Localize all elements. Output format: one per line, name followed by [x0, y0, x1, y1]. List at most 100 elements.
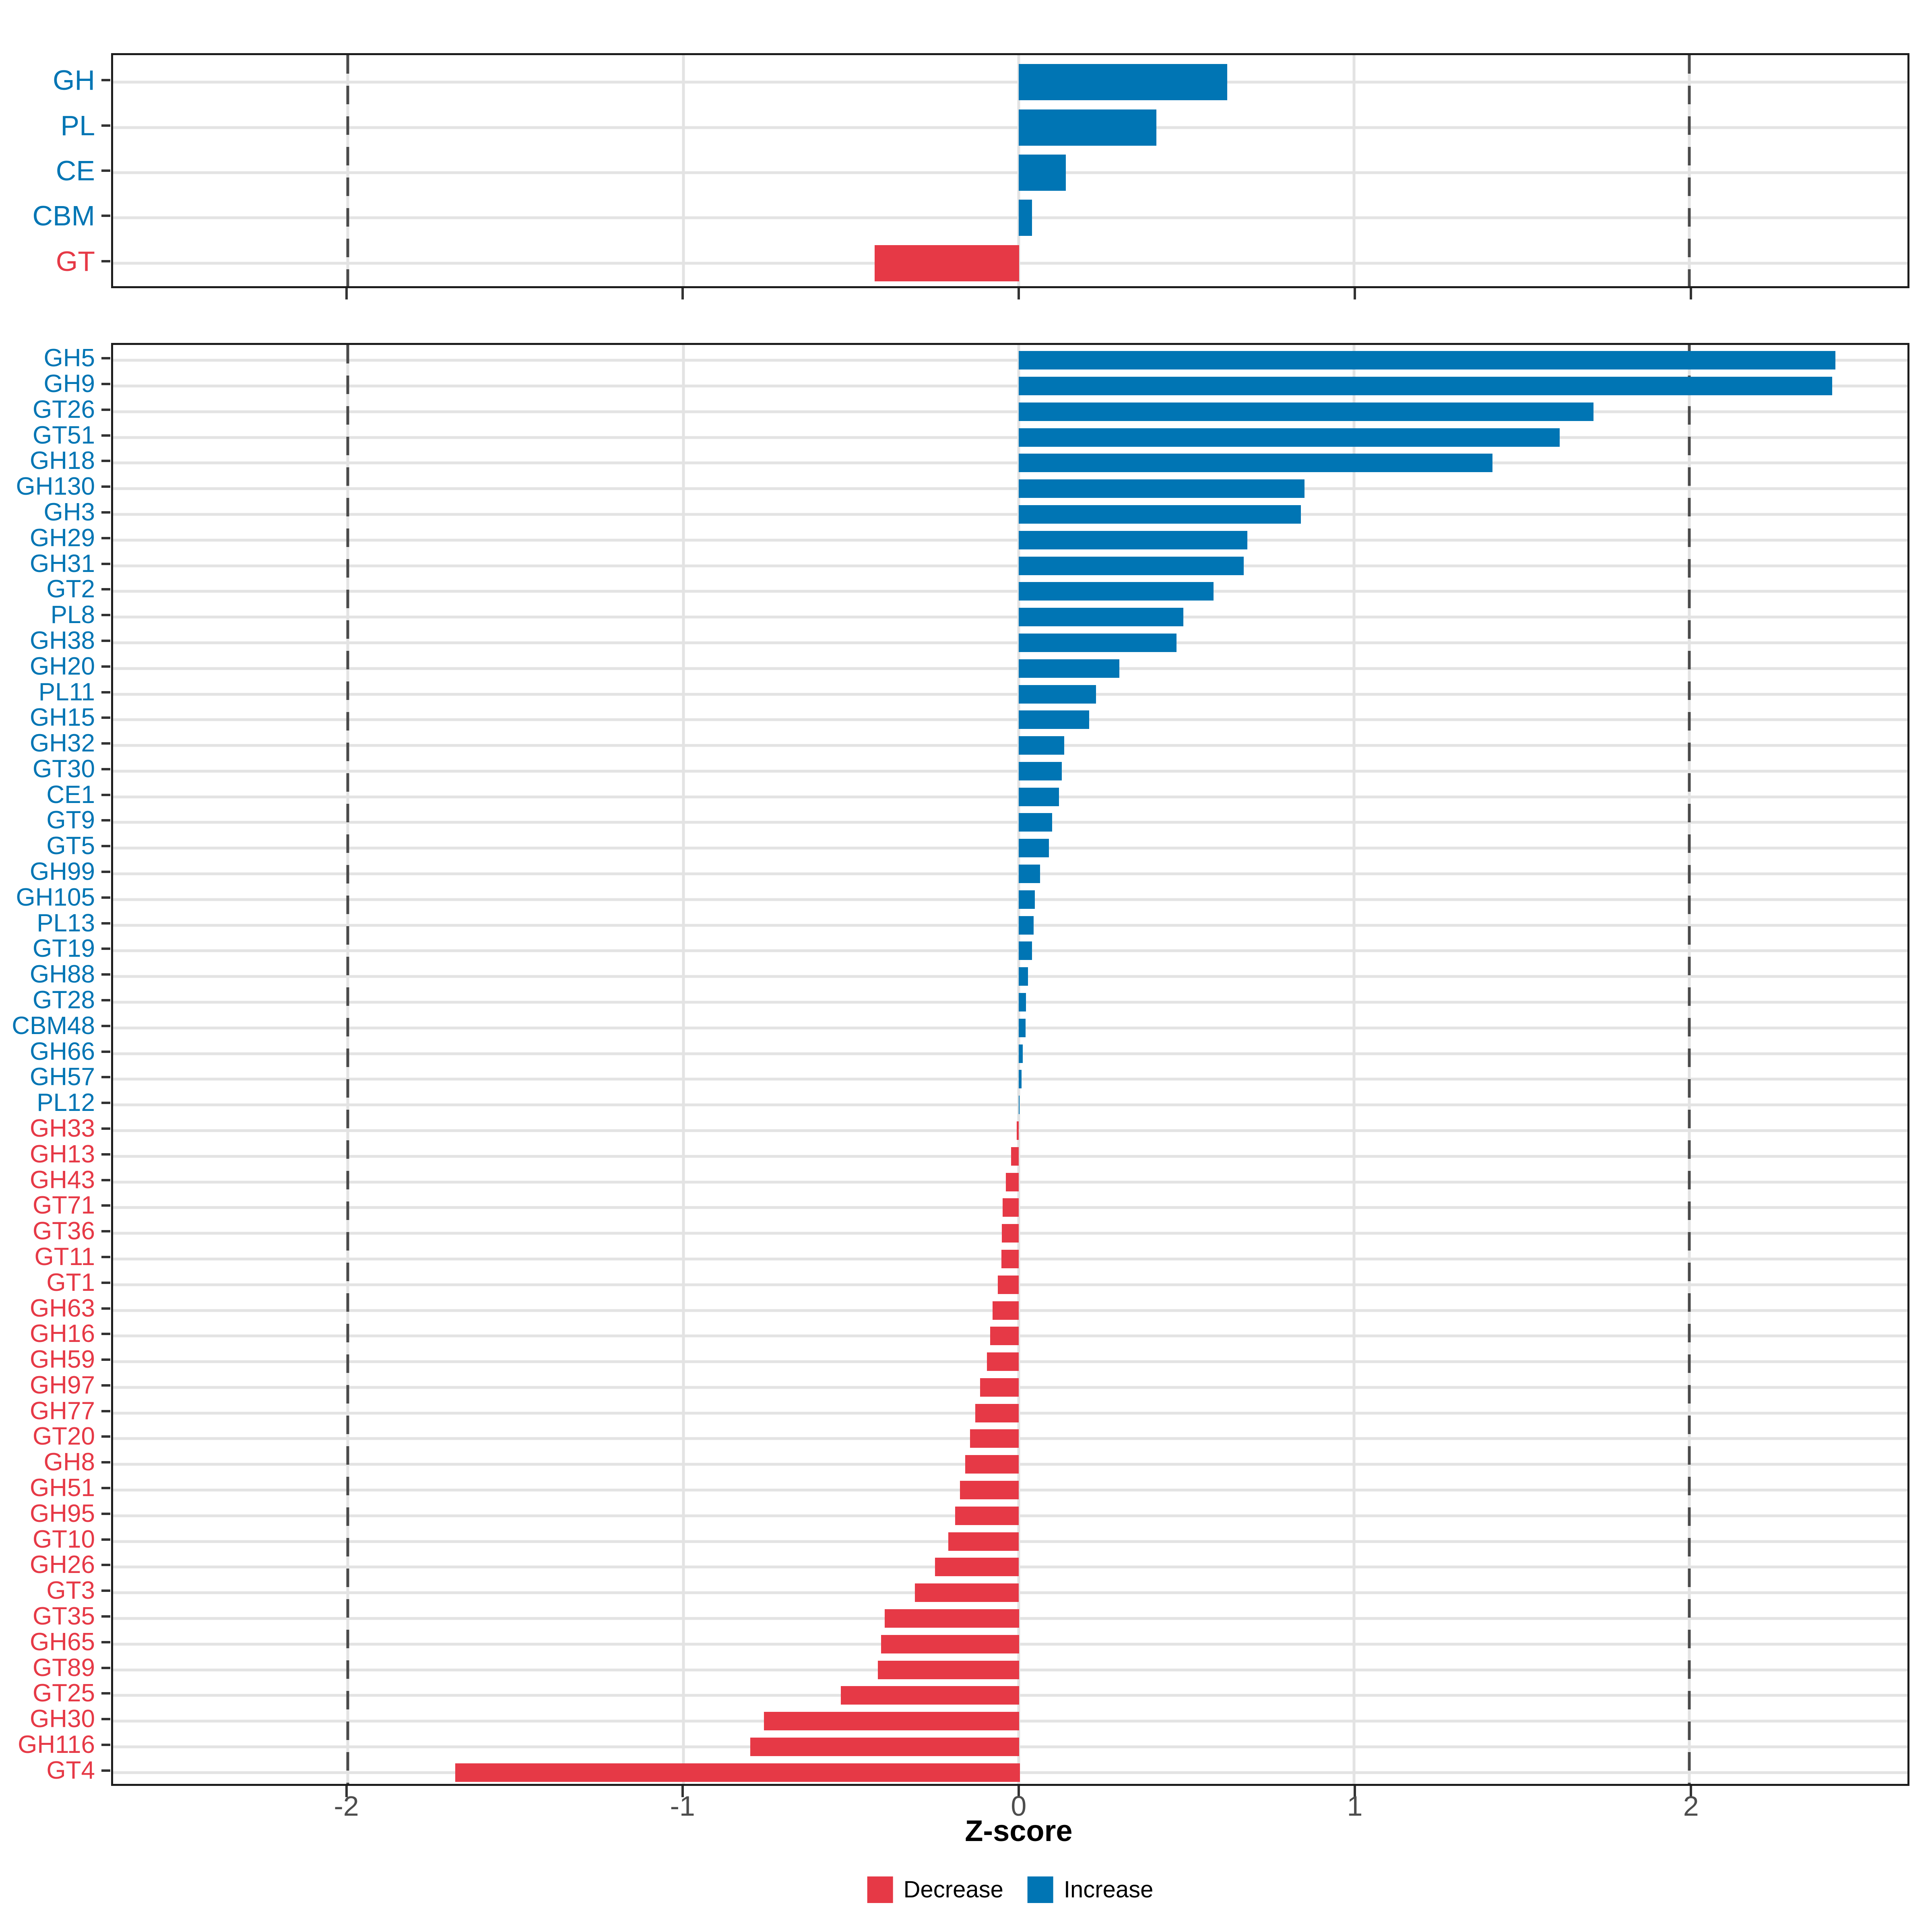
h-gridline: [113, 949, 1907, 952]
bar-GH97: [980, 1378, 1019, 1397]
bar-GH5: [1018, 351, 1836, 370]
category-label: GH116: [18, 1730, 95, 1759]
y-tick: [101, 639, 110, 642]
category-label: GH130: [16, 473, 95, 501]
y-tick: [101, 691, 110, 694]
category-label: GT5: [46, 832, 95, 860]
y-tick: [101, 1589, 110, 1592]
y-tick: [101, 1743, 110, 1746]
y-tick: [101, 614, 110, 617]
h-gridline: [113, 1026, 1907, 1030]
category-label: GH32: [30, 729, 95, 758]
bar-GH116: [750, 1737, 1020, 1756]
bar-GH8: [965, 1455, 1019, 1474]
y-tick: [101, 1179, 110, 1181]
category-label: GT35: [32, 1602, 95, 1630]
y-tick: [101, 1410, 110, 1412]
increase-swatch: [1027, 1876, 1053, 1903]
h-gridline: [113, 513, 1907, 516]
category-label: PL: [60, 109, 95, 141]
category-label: GH5: [43, 344, 95, 372]
category-label: GH3: [43, 498, 95, 526]
y-tick: [101, 1204, 110, 1207]
bar-GT10: [948, 1532, 1019, 1551]
bar-GT28: [1018, 993, 1026, 1012]
y-tick: [101, 1692, 110, 1695]
y-tick: [101, 511, 110, 514]
category-label: GH9: [43, 370, 95, 398]
y-tick: [101, 1564, 110, 1567]
bar-GH51: [960, 1481, 1019, 1500]
dashed-threshold-line: [346, 55, 349, 286]
category-label: GH65: [30, 1628, 95, 1656]
y-tick: [101, 1769, 110, 1772]
category-label: GT: [56, 245, 95, 277]
y-tick: [101, 947, 110, 950]
bar-GH105: [1018, 890, 1035, 909]
y-tick: [101, 1718, 110, 1721]
bar-PL12: [1018, 1096, 1020, 1115]
category-label: GH77: [30, 1397, 95, 1425]
y-tick: [101, 1153, 110, 1156]
category-label: GH20: [30, 652, 95, 680]
y-tick: [101, 1358, 110, 1361]
h-gridline: [113, 641, 1907, 644]
x-tick: [1354, 1786, 1356, 1797]
h-gridline: [113, 718, 1907, 721]
bar-GT71: [1002, 1198, 1019, 1217]
category-label: GH43: [30, 1166, 95, 1194]
y-tick: [101, 1666, 110, 1669]
bar-CBM48: [1018, 1018, 1026, 1037]
h-gridline: [113, 1103, 1907, 1106]
x-tick-label: 0: [1011, 1790, 1027, 1822]
category-label: GT3: [46, 1577, 95, 1605]
category-label: GH30: [30, 1705, 95, 1733]
v-gridline: [1017, 345, 1020, 1784]
x-tick-label: 2: [1683, 1790, 1699, 1822]
y-tick: [101, 537, 110, 539]
bar-GH: [1018, 64, 1227, 101]
y-tick: [101, 1538, 110, 1541]
category-label: GH63: [30, 1294, 95, 1322]
category-label: PL8: [50, 601, 95, 629]
y-tick: [101, 124, 110, 127]
y-tick: [101, 1461, 110, 1464]
y-tick: [101, 408, 110, 411]
panel-class-summary: [111, 53, 1909, 288]
y-tick: [101, 1435, 110, 1438]
category-label: GT36: [32, 1217, 95, 1245]
legend: Decrease Increase: [867, 1876, 1153, 1903]
v-gridline: [1352, 55, 1356, 286]
x-tick-label: -1: [670, 1790, 695, 1822]
category-label: GT71: [32, 1191, 95, 1220]
bar-GT11: [1001, 1249, 1019, 1268]
legend-item-increase: Increase: [1027, 1876, 1153, 1903]
category-label: GT51: [32, 421, 95, 449]
decrease-swatch: [867, 1876, 893, 1903]
x-tick: [1017, 1786, 1020, 1797]
h-gridline: [113, 80, 1907, 84]
category-label: CBM: [32, 200, 95, 232]
y-tick: [101, 716, 110, 719]
bar-GH57: [1018, 1070, 1022, 1089]
h-gridline: [113, 1129, 1907, 1132]
category-label: GT1: [46, 1268, 95, 1296]
y-tick: [101, 1384, 110, 1387]
bar-GT1: [998, 1275, 1019, 1294]
bar-CBM: [1018, 200, 1032, 236]
bar-GH16: [990, 1327, 1019, 1346]
y-tick: [101, 973, 110, 976]
category-label: PL13: [37, 909, 95, 937]
bar-GT2: [1018, 582, 1214, 601]
category-label: CE1: [46, 780, 95, 809]
bar-GT9: [1018, 813, 1053, 832]
category-label: GH66: [30, 1037, 95, 1065]
bar-GT: [874, 245, 1019, 281]
bar-GH38: [1018, 633, 1177, 652]
y-tick: [101, 1255, 110, 1258]
bar-GT26: [1018, 402, 1593, 421]
y-tick: [101, 742, 110, 745]
h-gridline: [113, 564, 1907, 568]
category-label: GH59: [30, 1346, 95, 1374]
category-label: GH51: [30, 1474, 95, 1502]
